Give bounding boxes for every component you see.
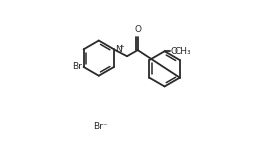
Text: Br⁻: Br⁻ bbox=[93, 123, 108, 131]
Text: +: + bbox=[118, 44, 124, 50]
Text: CH₃: CH₃ bbox=[174, 47, 191, 56]
Text: O: O bbox=[134, 25, 141, 34]
Text: Br: Br bbox=[72, 62, 82, 71]
Text: N: N bbox=[115, 45, 122, 54]
Text: O: O bbox=[171, 47, 178, 56]
